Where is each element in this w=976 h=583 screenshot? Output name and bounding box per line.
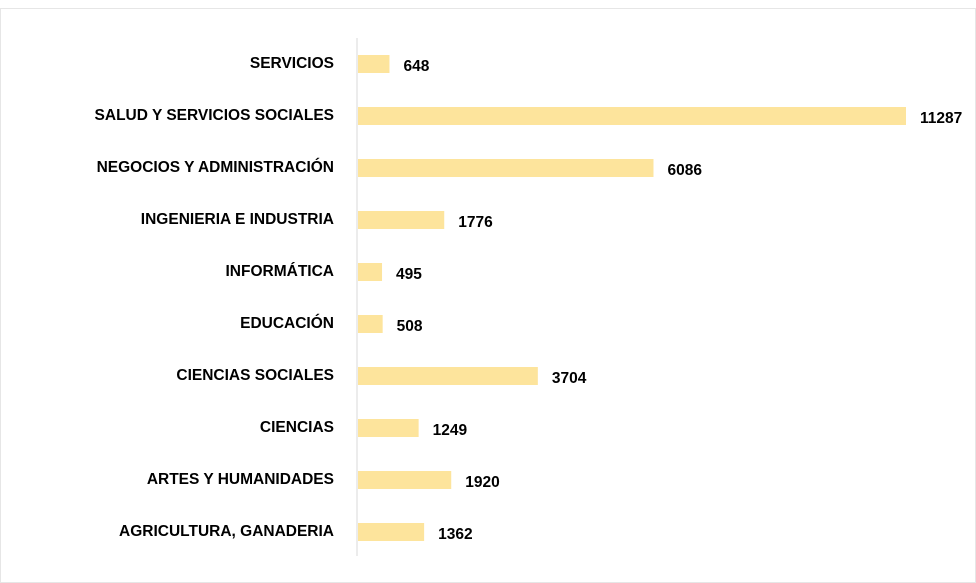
value-label: 1776 [458,214,493,231]
value-label: 1920 [465,474,499,491]
category-label: ARTES Y HUMANIDADES [147,471,334,488]
bar [358,315,383,333]
category-label: AGRICULTURA, GANADERIA [119,523,334,540]
value-label: 3704 [552,370,587,387]
value-label: 495 [396,266,422,283]
bar [358,523,425,541]
bar [358,263,383,281]
bar [358,211,445,229]
category-label: NEGOCIOS Y ADMINISTRACIÓN [97,158,334,176]
bar [358,419,419,437]
bar [358,159,654,177]
category-label: EDUCACIÓN [240,314,334,332]
category-label: INFORMÁTICA [226,263,335,280]
bar [358,367,538,385]
bar [358,55,390,73]
value-label: 508 [397,318,423,335]
value-label: 1249 [433,422,468,439]
category-label: CIENCIAS [260,419,334,436]
value-label: 11287 [920,110,962,127]
chart-border [0,8,976,583]
category-label: CIENCIAS SOCIALES [176,367,334,384]
value-label: 1362 [438,526,472,543]
bar [358,471,452,489]
value-label: 648 [403,58,429,75]
category-label: SERVICIOS [250,55,334,72]
bar [358,107,906,125]
value-label: 6086 [667,162,702,179]
category-label: SALUD Y SERVICIOS SOCIALES [95,107,334,124]
category-label: INGENIERIA E INDUSTRIA [141,211,334,228]
